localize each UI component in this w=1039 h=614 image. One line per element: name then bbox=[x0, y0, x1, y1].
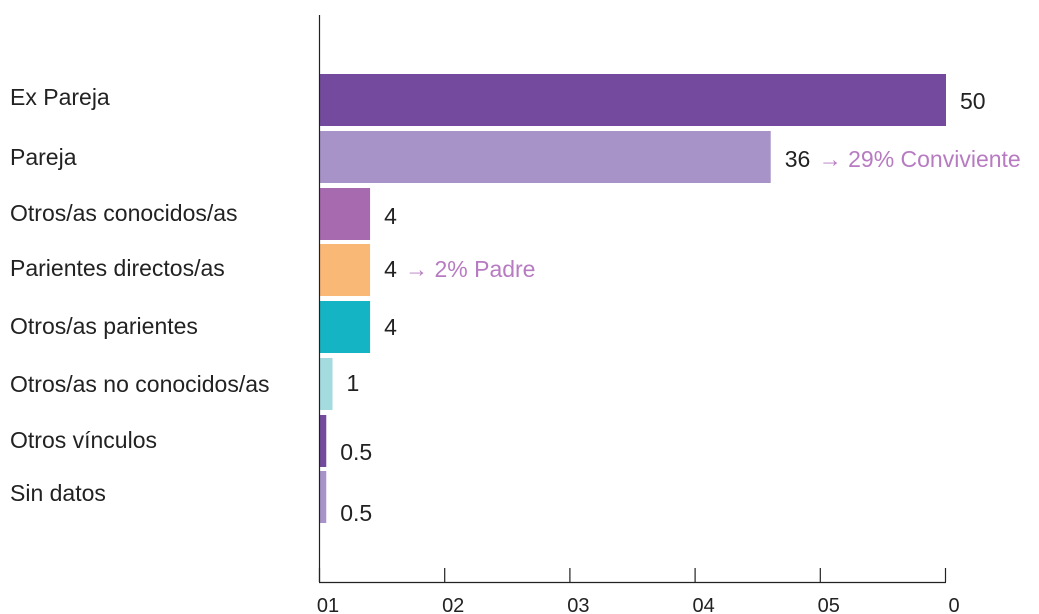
value-label: 0.5 bbox=[340, 439, 372, 465]
category-label: Otros/as conocidos/as bbox=[10, 200, 238, 226]
annotation-label: → 29% Conviviente bbox=[819, 146, 1021, 172]
x-tick-label: 05 bbox=[818, 595, 840, 614]
x-tick-label: 01 bbox=[317, 595, 339, 614]
bar bbox=[320, 301, 371, 353]
x-tick-label: 02 bbox=[442, 595, 464, 614]
value-label: 4 bbox=[384, 203, 397, 229]
bar bbox=[320, 415, 327, 467]
category-label: Otros/as no conocidos/as bbox=[10, 371, 270, 397]
annotation-label: → 2% Padre bbox=[405, 256, 535, 282]
bar bbox=[320, 74, 946, 126]
value-label: 50 bbox=[960, 88, 986, 114]
bar bbox=[320, 188, 371, 240]
value-label: 4 bbox=[384, 256, 397, 282]
bar bbox=[320, 244, 371, 296]
bars-layer bbox=[320, 74, 946, 523]
bar bbox=[320, 471, 327, 523]
axis-layer: 01 02 03 04 05 0 bbox=[317, 15, 960, 614]
labels-layer: Ex Pareja 50 Pareja 36 → 29% Conviviente Otro… bbox=[10, 84, 1021, 526]
value-label: 1 bbox=[347, 370, 360, 396]
category-label: Sin datos bbox=[10, 480, 106, 506]
x-tick-label: 03 bbox=[567, 595, 589, 614]
category-label: Otros vínculos bbox=[10, 427, 157, 453]
category-label: Pareja bbox=[10, 144, 77, 170]
bar bbox=[320, 358, 333, 410]
x-tick-label: 04 bbox=[692, 595, 714, 614]
value-label: 0.5 bbox=[340, 500, 372, 526]
value-label: 36 bbox=[785, 146, 811, 172]
category-label: Otros/as parientes bbox=[10, 313, 198, 339]
bar bbox=[320, 131, 771, 183]
x-tick-label: 0 bbox=[948, 595, 959, 614]
category-label: Parientes directos/as bbox=[10, 255, 225, 281]
category-label: Ex Pareja bbox=[10, 84, 110, 110]
value-label: 4 bbox=[384, 314, 397, 340]
